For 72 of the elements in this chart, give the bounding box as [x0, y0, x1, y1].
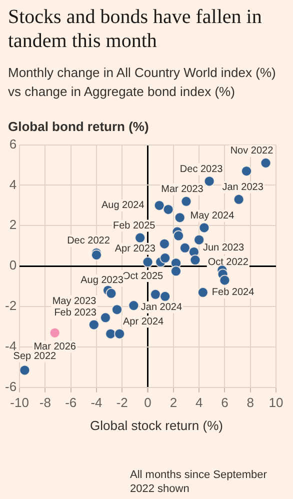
annotation: Sep 2022 — [13, 350, 57, 362]
annotation: Nov 2022 — [230, 146, 274, 157]
annotation: Mar 2026 — [34, 342, 76, 353]
point — [100, 312, 111, 324]
y-tick-label: -6 — [4, 378, 17, 394]
point — [170, 266, 182, 277]
point — [233, 194, 244, 205]
x-tick-label: 0 — [144, 394, 152, 410]
point — [162, 204, 174, 215]
point — [190, 254, 201, 266]
annotation: Dec 2022 — [67, 236, 110, 247]
annotation: May 2024 — [190, 210, 235, 222]
annotation: Jun 2023 — [202, 242, 245, 254]
point — [105, 328, 116, 340]
y-tick-label: 0 — [9, 258, 17, 273]
chart-title: Stocks and bonds have fallen in tandem this month — [7, 5, 263, 53]
point — [198, 222, 210, 234]
y-tick-label: 6 — [9, 136, 17, 152]
annotation: Mar 2023 — [161, 184, 204, 196]
x-tick-label: -6 — [65, 394, 77, 410]
x-tick-label: 6 — [221, 394, 228, 410]
annotation: Apr 2023 — [114, 244, 156, 255]
annotation: Aug 2023 — [80, 275, 124, 286]
point — [194, 234, 205, 246]
point — [219, 274, 230, 286]
point — [160, 252, 171, 264]
point — [241, 166, 252, 177]
point — [114, 328, 126, 340]
y-tick-label: 2 — [9, 217, 17, 232]
point — [134, 232, 146, 244]
point — [88, 319, 100, 330]
point — [173, 230, 184, 242]
point — [150, 288, 161, 300]
annotation: Jan 2024 — [140, 302, 182, 314]
annotation: Feb 2023 — [54, 307, 97, 318]
annotation: Oct 2022 — [208, 256, 249, 268]
x-tick-label: 10 — [268, 394, 284, 410]
annotation: Jan 2023 — [222, 182, 264, 194]
point — [128, 300, 140, 312]
point — [197, 286, 208, 298]
chart-subtitle: Monthly change in All Country World index (%) vs change in Aggregate bond index (%) — [7, 64, 277, 101]
point — [106, 288, 117, 299]
x-tick-label: -2 — [116, 394, 128, 410]
point — [174, 212, 186, 224]
point — [142, 256, 154, 268]
point — [179, 242, 190, 254]
point — [154, 200, 165, 211]
y-tick-label: -2 — [4, 298, 17, 314]
annotation: Apr 2024 — [123, 316, 164, 328]
point — [20, 364, 30, 376]
y-tick-label: 4 — [9, 176, 17, 192]
point — [158, 238, 170, 250]
point — [260, 157, 272, 168]
x-tick-label: 2 — [170, 394, 178, 410]
y-axis-title: Global bond return (%) — [7, 118, 150, 134]
x-tick-label: 8 — [246, 394, 254, 410]
text: All months since September 2022 shown — [130, 468, 268, 496]
annotation: Feb 2024 — [212, 287, 255, 298]
point — [160, 290, 171, 302]
point — [180, 196, 192, 207]
annotation: Dec 2023 — [180, 164, 224, 175]
annotation: Feb 2025 — [112, 220, 156, 232]
annotation: May 2023 — [52, 296, 97, 308]
annotation: Aug 2024 — [101, 200, 145, 212]
x-tick-label: -8 — [39, 394, 51, 410]
x-tick-label: -4 — [90, 394, 102, 410]
x-axis-title: Global stock return (%) — [89, 418, 224, 433]
point — [204, 176, 215, 187]
x-tick-label: -10 — [10, 394, 29, 410]
point — [112, 304, 123, 316]
x-tick-label: 4 — [195, 394, 203, 410]
point — [49, 327, 60, 338]
